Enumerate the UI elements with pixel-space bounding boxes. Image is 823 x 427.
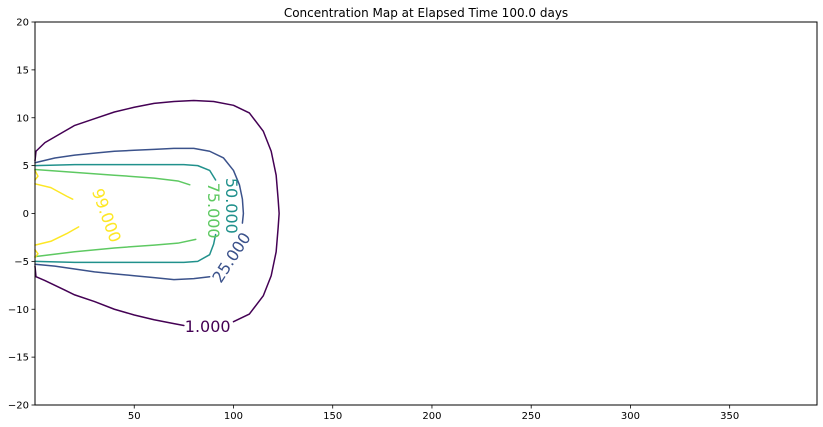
contour-line-1 — [34, 99, 280, 323]
contour-line-99 — [34, 183, 74, 200]
contour-lines — [34, 99, 280, 327]
contour-line-75 — [34, 168, 191, 186]
contour-line-99 — [34, 226, 80, 246]
x-tick-label: 350 — [720, 411, 739, 422]
contour-line-50 — [34, 233, 217, 264]
contour-line-25 — [34, 263, 211, 281]
y-tick-label: 5 — [23, 161, 29, 172]
contour-line-75 — [34, 238, 197, 258]
contour-line-1 — [34, 265, 185, 327]
x-tick-label: 250 — [522, 411, 541, 422]
x-tick-label: 150 — [323, 411, 342, 422]
plot-frame — [34, 21, 818, 406]
y-tick-label: −10 — [8, 305, 29, 316]
y-tick-label: 15 — [16, 65, 29, 76]
contour-line-50 — [34, 163, 217, 181]
chart-title: Concentration Map at Elapsed Time 100.0 … — [284, 6, 568, 20]
plot-area — [35, 22, 817, 405]
x-tick-label: 200 — [422, 411, 441, 422]
y-tick-label: −15 — [8, 353, 29, 364]
y-tick-label: 0 — [23, 209, 29, 220]
x-tick-label: 300 — [621, 411, 640, 422]
contour-label: 1.000 — [185, 317, 231, 336]
y-tick-label: −20 — [8, 401, 29, 412]
contour-line-99 — [34, 169, 39, 181]
contour-label: 75.000 — [204, 183, 223, 239]
contour-line-25 — [34, 147, 245, 224]
y-tick-label: 10 — [16, 113, 29, 124]
y-tick-label: −5 — [14, 257, 29, 268]
contour-label: 50.000 — [222, 178, 241, 234]
x-tick-label: 50 — [128, 411, 141, 422]
contour-line-99 — [34, 249, 39, 259]
x-tick-label: 100 — [224, 411, 243, 422]
y-tick-label: 20 — [16, 18, 29, 29]
